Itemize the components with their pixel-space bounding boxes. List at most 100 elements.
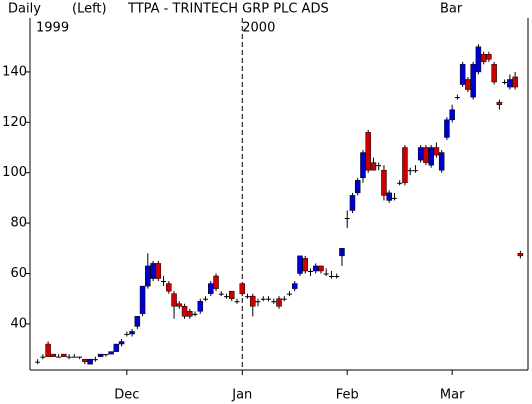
year-label: 1999	[36, 21, 69, 36]
candle-body	[491, 64, 497, 83]
candle-body	[486, 54, 492, 60]
candle-body	[224, 296, 230, 298]
candle-body	[35, 361, 41, 363]
candle-body	[307, 270, 313, 272]
candle-body	[271, 301, 277, 303]
year-label: 2000	[242, 21, 275, 36]
candle-body	[286, 293, 292, 295]
candle-body	[276, 298, 282, 307]
candle-body	[459, 64, 466, 85]
x-tick-label: Feb	[336, 388, 359, 403]
candle-body	[71, 356, 77, 358]
candle-body	[397, 182, 403, 184]
y-tick-label: 140	[2, 64, 27, 79]
candle-body	[465, 79, 471, 90]
candle-body	[87, 358, 93, 365]
candle-body	[82, 358, 88, 362]
candle-body	[171, 293, 177, 307]
candle-body	[266, 298, 272, 300]
candle-body	[66, 356, 72, 358]
candle-body	[349, 195, 356, 211]
candle-body	[360, 152, 366, 178]
candle-body	[517, 253, 524, 257]
candle-body	[365, 132, 371, 171]
candle-body	[386, 192, 392, 201]
candle-body	[187, 311, 193, 317]
candle-body	[213, 275, 219, 289]
candle-body	[139, 285, 146, 315]
y-tick-label: 60	[10, 266, 27, 281]
candle-body	[417, 147, 424, 161]
candle-body	[344, 218, 350, 220]
candle-body	[245, 296, 251, 298]
candle-body	[407, 170, 413, 172]
y-tick-label: 100	[2, 165, 27, 180]
candle-body	[297, 255, 303, 274]
candle-body	[354, 180, 361, 194]
y-tick-label: 120	[2, 115, 27, 130]
candle-body	[412, 170, 418, 172]
candle-body	[192, 313, 198, 315]
candle-body	[203, 298, 209, 300]
y-tick-label: 40	[10, 316, 27, 331]
x-tick-label: Mar	[440, 388, 465, 403]
candle-body	[103, 354, 109, 356]
candle-body	[250, 295, 256, 307]
chart-style-label: Bar	[440, 2, 463, 17]
candle-body	[496, 101, 503, 105]
candle-body	[176, 303, 183, 307]
candle-body	[391, 197, 397, 199]
candle-body	[438, 152, 445, 171]
candle-body	[507, 79, 513, 88]
candle-body	[229, 290, 235, 299]
candle-body	[312, 265, 319, 272]
candle-body	[291, 283, 298, 289]
candle-body	[334, 276, 340, 278]
candle-body	[134, 316, 141, 327]
candle-body	[370, 162, 377, 171]
candle-body	[376, 165, 382, 167]
candle-body	[444, 119, 450, 138]
candle-body	[56, 356, 62, 358]
candle-body	[402, 147, 408, 184]
candle-body	[155, 263, 162, 279]
candle-body	[449, 109, 455, 121]
candle-body	[260, 298, 266, 300]
frequency-label: Daily	[8, 2, 41, 17]
candle-body	[50, 353, 57, 357]
candle-body	[97, 353, 104, 357]
candle-body	[239, 283, 246, 294]
candle-body	[433, 147, 440, 156]
y-tick-label: 80	[10, 216, 27, 231]
candle-body	[328, 276, 334, 278]
x-tick-label: Dec	[114, 388, 139, 403]
candle-body	[181, 306, 188, 317]
candle-body	[113, 343, 120, 352]
candle-body	[161, 281, 167, 283]
candle-body	[197, 300, 204, 312]
candle-body	[318, 265, 324, 272]
candle-body	[45, 343, 51, 357]
candle-body	[512, 76, 518, 88]
candle-body	[129, 331, 135, 335]
candle-body	[61, 353, 67, 357]
candle-body	[124, 333, 130, 335]
candle-body	[475, 46, 482, 73]
candle-body	[323, 273, 329, 275]
candle-body	[302, 258, 308, 272]
candle-body	[108, 351, 114, 355]
x-tick-label: Jan	[231, 388, 252, 403]
candle-body	[150, 263, 156, 279]
candle-body	[381, 169, 387, 196]
chart-title: TTPA - TRINTECH GRP PLC ADS	[127, 2, 329, 17]
axis-side-label: (Left)	[72, 2, 107, 17]
candle-body	[234, 301, 240, 303]
candle-body	[255, 301, 261, 303]
candle-body	[480, 54, 487, 63]
candle-body	[423, 147, 429, 163]
candle-body	[118, 341, 125, 345]
candle-body	[281, 298, 287, 300]
candle-body	[40, 356, 46, 358]
